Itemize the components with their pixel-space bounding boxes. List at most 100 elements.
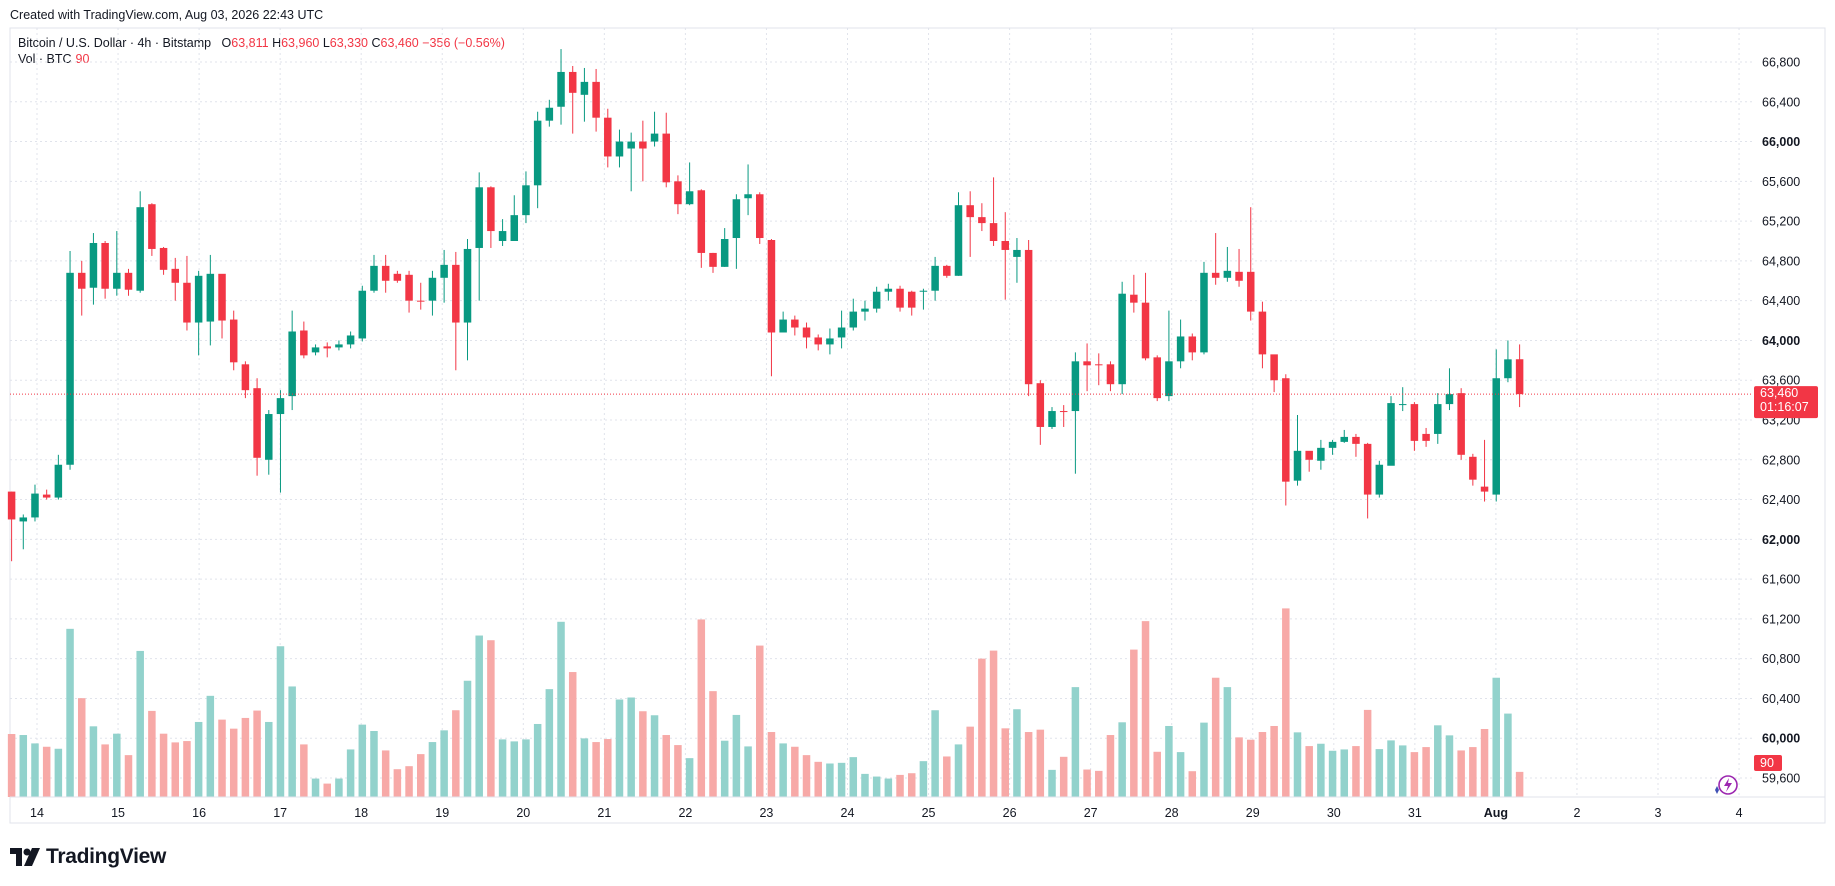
candle-body [171, 268, 180, 283]
time-axis[interactable]: 14 15 16 17 18 19 20 21 22 23 24 25 26 27 28 29 30 31 Aug 2… [30, 806, 1743, 820]
candle-body [452, 264, 460, 323]
volume-bar [1130, 649, 1138, 797]
candle-body [1071, 361, 1080, 412]
volume-bar [1398, 745, 1407, 797]
price-tick-label: 64,400 [1762, 294, 1800, 308]
change-value: −356 (−0.56%) [422, 36, 505, 50]
time-tick-label: 21 [597, 806, 611, 820]
candle-body [931, 265, 939, 291]
volume-bar [1492, 677, 1500, 797]
volume-bar [580, 738, 589, 797]
candle-body [837, 327, 846, 338]
volume-bar [1118, 722, 1126, 797]
volume-bar [533, 723, 542, 797]
price-tick-label: 61,200 [1762, 612, 1800, 626]
price-axis[interactable]: 66,800 66,400 66,000 65,600 65,200 64,800 64,4… [1762, 56, 1800, 786]
price-tick-label: 62,400 [1762, 493, 1800, 507]
volume-bar [1270, 725, 1278, 797]
candle-body [978, 217, 986, 224]
close-label: C [371, 36, 381, 50]
candle-body [639, 141, 647, 149]
candle-body [89, 242, 98, 288]
volume-bar [1352, 746, 1360, 797]
volume-bar [861, 773, 869, 797]
candle-body [1282, 378, 1290, 482]
candle-body [1504, 359, 1512, 379]
candle-body [475, 187, 483, 248]
candle-body [568, 71, 577, 93]
volume-bar [1515, 771, 1524, 797]
volume-bar [896, 774, 904, 797]
volume-bar [1422, 747, 1430, 797]
volume-bar [943, 756, 951, 797]
candle-body [756, 194, 764, 239]
time-tick-label: 28 [1165, 806, 1179, 820]
time-tick-label: 23 [759, 806, 773, 820]
candle-body [592, 81, 600, 118]
candle-body [1258, 311, 1267, 355]
volume-bar [346, 749, 355, 797]
volume-bar [674, 745, 682, 797]
volume-bar [907, 773, 916, 797]
volume-bar [323, 783, 331, 797]
candle-body [1130, 294, 1138, 303]
time-tick-label: 3 [1655, 806, 1662, 820]
candle-body [814, 337, 822, 345]
volume-bar [1013, 709, 1021, 797]
volume-bar [1258, 732, 1267, 797]
volume-bar [1445, 735, 1454, 797]
lightning-icon[interactable] [1715, 775, 1738, 795]
price-tick-label: 60,800 [1762, 652, 1800, 666]
time-tick-label: 24 [841, 806, 855, 820]
symbol-title[interactable]: Bitcoin / U.S. Dollar · 4h · Bitstamp [18, 36, 212, 50]
candle-body [1410, 404, 1419, 441]
candle-body [1118, 293, 1126, 385]
volume-bar [779, 743, 787, 797]
volume-bar [265, 721, 273, 797]
candle-body [861, 308, 869, 312]
candle-body [31, 493, 39, 518]
candle-body [498, 231, 507, 241]
price-tick-label: 65,200 [1762, 215, 1800, 229]
volume-bar [463, 680, 472, 797]
candle-body [1211, 272, 1220, 278]
volume-bar [194, 721, 203, 797]
volume-bar [697, 619, 706, 797]
candle-body [510, 215, 519, 241]
volume-bar [931, 710, 939, 797]
volume-bar [814, 761, 822, 797]
candle-body [206, 273, 215, 322]
volume-bar [229, 728, 238, 797]
candle-body [66, 272, 74, 465]
volume-bar [1036, 729, 1045, 797]
candle-body [919, 290, 928, 292]
candle-body [1398, 404, 1407, 406]
volume-bar [1188, 771, 1197, 797]
candle-body [674, 181, 682, 205]
candle-body [1363, 443, 1372, 495]
volume-bar [802, 755, 811, 797]
candle-body [662, 133, 670, 183]
volume-bar [183, 741, 191, 797]
volume-bar [1048, 769, 1056, 797]
volume-bar [1340, 749, 1349, 797]
candle-body [1480, 486, 1489, 492]
low-label: L [322, 36, 330, 50]
volume-bar [171, 742, 180, 797]
time-tick-label: 31 [1408, 806, 1422, 820]
candle-body [1317, 447, 1325, 461]
volume-bar [1246, 739, 1255, 797]
price-tick-label: 64,800 [1762, 254, 1800, 268]
price-tick-label: 66,400 [1762, 95, 1800, 109]
volume-bar [335, 778, 343, 797]
volume-bar [1106, 735, 1115, 797]
volume-bar [300, 744, 308, 797]
candle-body [1246, 271, 1255, 312]
price-tick-label: 66,000 [1762, 135, 1800, 149]
candle-body [1235, 271, 1243, 281]
price-tick-label: 66,800 [1762, 56, 1800, 70]
tradingview-brand[interactable]: TradingView [10, 845, 166, 869]
volume-bar [1469, 747, 1477, 797]
volume-bar [428, 742, 437, 797]
